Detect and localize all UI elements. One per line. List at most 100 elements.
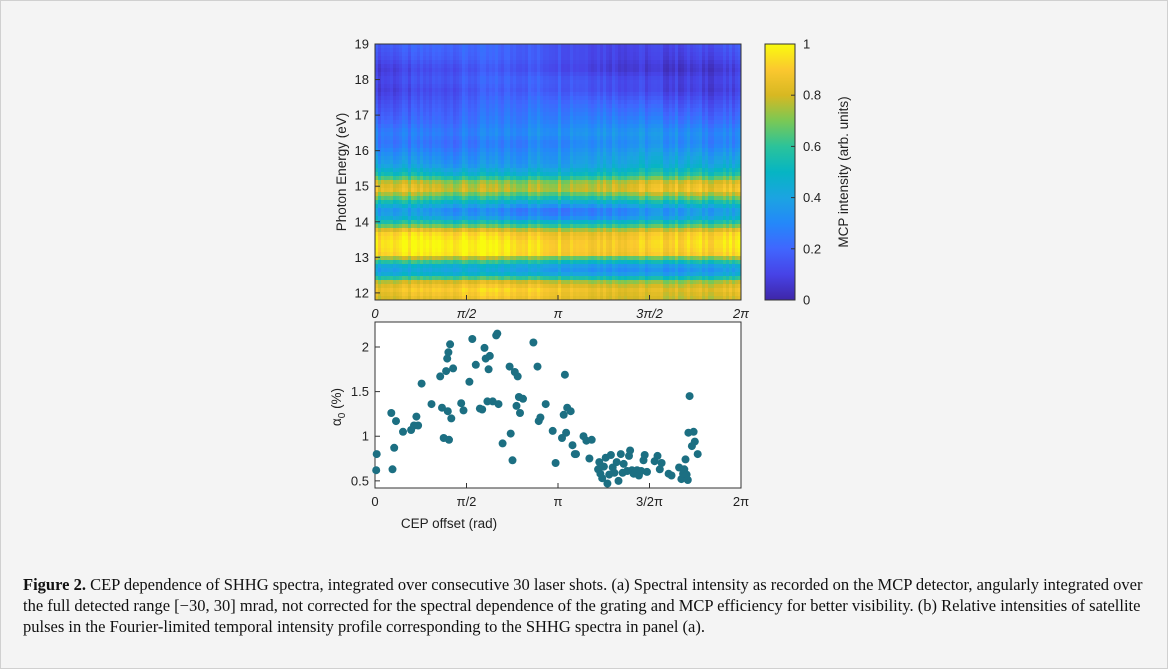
heatmap-cell xyxy=(408,176,412,181)
heatmap-cell xyxy=(417,96,421,101)
heatmap-cell xyxy=(507,212,511,217)
heatmap-cell xyxy=(447,216,451,221)
heatmap-cell xyxy=(402,68,406,73)
heatmap-cell xyxy=(567,124,571,129)
heatmap-cell xyxy=(399,128,403,133)
heatmap-cell xyxy=(435,100,439,105)
heatmap-cell xyxy=(576,164,580,169)
heatmap-cell xyxy=(411,280,415,285)
heatmap-cell xyxy=(567,64,571,69)
heatmap-cell xyxy=(381,276,385,281)
heatmap-cell xyxy=(393,288,397,293)
heatmap-cell xyxy=(402,268,406,273)
heatmap-cell xyxy=(384,220,388,225)
heatmap-cell xyxy=(528,192,532,197)
heatmap-cell xyxy=(453,136,457,141)
heatmap-cell xyxy=(498,68,502,73)
heatmap-cell xyxy=(426,216,430,221)
heatmap-cell xyxy=(519,140,523,145)
heatmap-cell xyxy=(441,268,445,273)
heatmap-cell xyxy=(489,188,493,193)
heatmap-cell xyxy=(588,296,592,300)
heatmap-cell xyxy=(387,56,391,61)
heatmap-cell xyxy=(402,44,406,49)
heatmap-cell xyxy=(543,104,547,109)
heatmap-cell xyxy=(390,228,394,233)
heatmap-cell xyxy=(423,136,427,141)
heatmap-cell xyxy=(480,56,484,61)
heatmap-cell xyxy=(450,212,454,217)
heatmap-cell xyxy=(591,256,595,261)
heatmap-cell xyxy=(408,96,412,101)
heatmap-cell xyxy=(426,240,430,245)
heatmap-cell xyxy=(498,84,502,89)
heatmap-cell xyxy=(420,216,424,221)
heatmap-cell xyxy=(384,52,388,57)
heatmap-cell xyxy=(432,92,436,97)
heatmap-cell xyxy=(558,108,562,113)
heatmap-cell xyxy=(543,64,547,69)
heatmap-cell xyxy=(513,288,517,293)
heatmap-cell xyxy=(516,68,520,73)
heatmap-cell xyxy=(495,64,499,69)
heatmap-cell xyxy=(459,272,463,277)
heatmap-cell xyxy=(402,88,406,93)
heatmap-cell xyxy=(540,248,544,253)
heatmap-cell xyxy=(534,204,538,209)
heatmap-cell xyxy=(396,56,400,61)
heatmap-cell xyxy=(483,288,487,293)
heatmap-cell xyxy=(417,216,421,221)
heatmap-cell xyxy=(429,60,433,65)
heatmap-cell xyxy=(540,48,544,53)
heatmap-cell xyxy=(558,56,562,61)
heatmap-cell xyxy=(504,192,508,197)
heatmap-cell xyxy=(492,128,496,133)
heatmap-cell xyxy=(531,104,535,109)
heatmap-cell xyxy=(561,276,565,281)
heatmap-cell xyxy=(528,140,532,145)
heatmap-cell xyxy=(483,264,487,269)
heatmap-cell xyxy=(438,44,442,49)
heatmap-cell xyxy=(486,60,490,65)
heatmap-cell xyxy=(531,284,535,289)
heatmap-cell xyxy=(498,204,502,209)
heatmap-cell xyxy=(528,184,532,189)
heatmap-cell xyxy=(393,140,397,145)
heatmap-cell xyxy=(477,60,481,65)
heatmap-cell xyxy=(408,208,412,213)
heatmap-cell xyxy=(468,124,472,129)
heatmap-cell xyxy=(405,240,409,245)
heatmap-cell xyxy=(381,128,385,133)
heatmap-cell xyxy=(459,132,463,137)
heatmap-cell xyxy=(513,260,517,265)
heatmap-cell xyxy=(453,92,457,97)
heatmap-cell xyxy=(438,136,442,141)
heatmap-cell xyxy=(417,272,421,277)
heatmap-cell xyxy=(546,100,550,105)
heatmap-cell xyxy=(567,216,571,221)
heatmap-cell xyxy=(498,216,502,221)
heatmap-cell xyxy=(603,240,607,245)
heatmap-cell xyxy=(537,72,541,77)
heatmap-cell xyxy=(483,280,487,285)
heatmap-cell xyxy=(405,248,409,253)
heatmap-cell xyxy=(531,148,535,153)
heatmap-cell xyxy=(564,176,568,181)
heatmap-cell xyxy=(399,296,403,300)
heatmap-cell xyxy=(582,284,586,289)
heatmap-cell xyxy=(396,84,400,89)
heatmap-cell xyxy=(576,112,580,117)
heatmap-cell xyxy=(513,272,517,277)
heatmap-cell xyxy=(399,292,403,297)
heatmap-cell xyxy=(468,96,472,101)
heatmap-cell xyxy=(567,256,571,261)
heatmap-cell xyxy=(453,280,457,285)
heatmap-cell xyxy=(471,68,475,73)
heatmap-cell xyxy=(576,156,580,161)
heatmap-cell xyxy=(501,48,505,53)
heatmap-cell xyxy=(489,184,493,189)
heatmap-cell xyxy=(444,268,448,273)
heatmap-cell xyxy=(543,132,547,137)
heatmap-cell xyxy=(600,292,604,297)
heatmap-cell xyxy=(393,296,397,300)
